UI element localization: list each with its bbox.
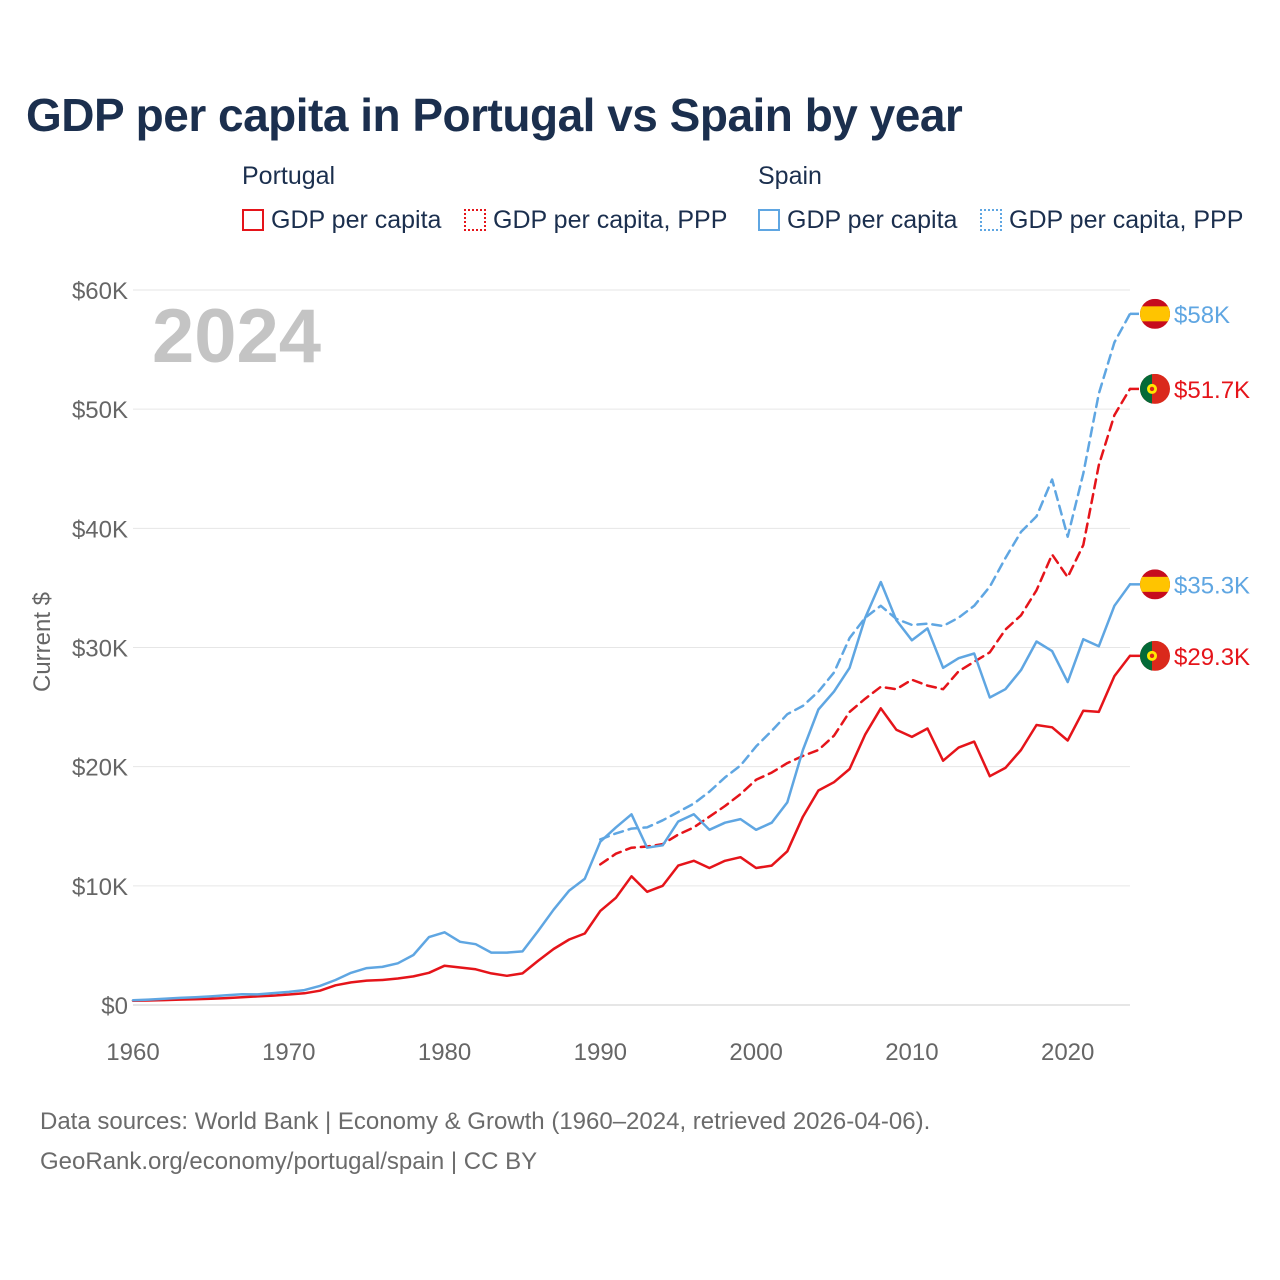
y-tick-label: $0 <box>101 993 128 1020</box>
legend-item-portugal-gdp[interactable]: GDP per capita <box>242 206 441 234</box>
flag-yellow <box>1140 576 1170 592</box>
flag-body <box>1140 569 1170 600</box>
series-line-portugal-solid <box>131 654 1132 1002</box>
x-tick-label: 1970 <box>262 1039 315 1066</box>
flag-emblem-inner <box>1149 386 1155 392</box>
legend-label: GDP per capita, PPP <box>1009 205 1244 234</box>
legend-label: GDP per capita <box>271 205 442 234</box>
series-line-portugal-dashed <box>599 387 1132 866</box>
flag-yellow <box>1140 306 1170 322</box>
y-tick-label: $50K <box>72 397 128 424</box>
legend-group-spain: Spain <box>758 162 822 190</box>
x-tick-label: 1980 <box>418 1039 471 1066</box>
flag-emblem-inner <box>1149 653 1155 659</box>
end-value-label: $58K <box>1174 302 1230 329</box>
end-labels: $29.3K $51.7K $35.3K $58K <box>1140 298 1250 671</box>
legend-swatch-solid-red <box>242 209 264 231</box>
portugal-flag-icon <box>1140 373 1170 404</box>
gridlines <box>133 289 1130 1006</box>
y-tick-label: $10K <box>72 874 128 901</box>
legend-swatch-dotted-blue <box>980 209 1002 231</box>
series-line-spain-dashed <box>599 312 1132 841</box>
spain-flag-icon <box>1140 298 1170 329</box>
flag-green <box>1140 640 1152 671</box>
y-tick-label: $20K <box>72 755 128 782</box>
flag-body <box>1140 373 1170 404</box>
portugal-flag-icon <box>1140 640 1170 671</box>
flag-green <box>1140 373 1152 404</box>
legend-item-portugal-ppp[interactable]: GDP per capita, PPP <box>464 206 727 234</box>
x-tick-label: 2000 <box>729 1039 782 1066</box>
line-chart: $0$10K$20K$30K$40K$50K$60K 1960 1970 1980 1… <box>29 278 1250 1066</box>
y-tick-label: $30K <box>72 636 128 663</box>
legend-swatch-solid-blue <box>758 209 780 231</box>
spain-flag-icon <box>1140 569 1170 600</box>
x-tick-label: 1990 <box>574 1039 627 1066</box>
flag-body <box>1140 298 1170 329</box>
footer-credit: GeoRank.org/economy/portugal/spain | CC … <box>40 1148 538 1175</box>
y-axis-label: Current $ <box>29 592 56 692</box>
year-watermark: 2024 <box>152 294 321 379</box>
y-tick-label: $60K <box>72 278 128 305</box>
x-tick-label: 2020 <box>1041 1039 1094 1066</box>
series-line-spain-solid <box>131 580 1132 1002</box>
series-lines <box>131 312 1140 1002</box>
legend-item-spain-ppp[interactable]: GDP per capita, PPP <box>980 206 1243 234</box>
legend-group-portugal: Portugal <box>242 162 336 190</box>
legend-item-spain-gdp[interactable]: GDP per capita <box>758 206 957 234</box>
y-tick-label: $40K <box>72 516 128 543</box>
legend-label: GDP per capita <box>787 205 958 234</box>
y-axis-ticks: $0 $10K $20K $30K $40K $50K $60K <box>72 278 128 1020</box>
chart-title: GDP per capita in Portugal vs Spain by y… <box>26 89 963 141</box>
x-tick-label: 1960 <box>106 1039 159 1066</box>
flag-body <box>1140 640 1170 671</box>
legend-swatch-dotted-red <box>464 209 486 231</box>
legend-label: GDP per capita, PPP <box>493 205 728 234</box>
footer-sources: Data sources: World Bank | Economy & Gro… <box>40 1108 931 1135</box>
x-axis-ticks: 1960 1970 1980 1990 2000 2010 2020 <box>106 1039 1094 1066</box>
x-tick-label: 2010 <box>885 1039 938 1066</box>
end-value-label: $51.7K <box>1174 377 1250 404</box>
end-value-label: $35.3K <box>1174 572 1250 599</box>
end-value-label: $29.3K <box>1174 644 1250 671</box>
